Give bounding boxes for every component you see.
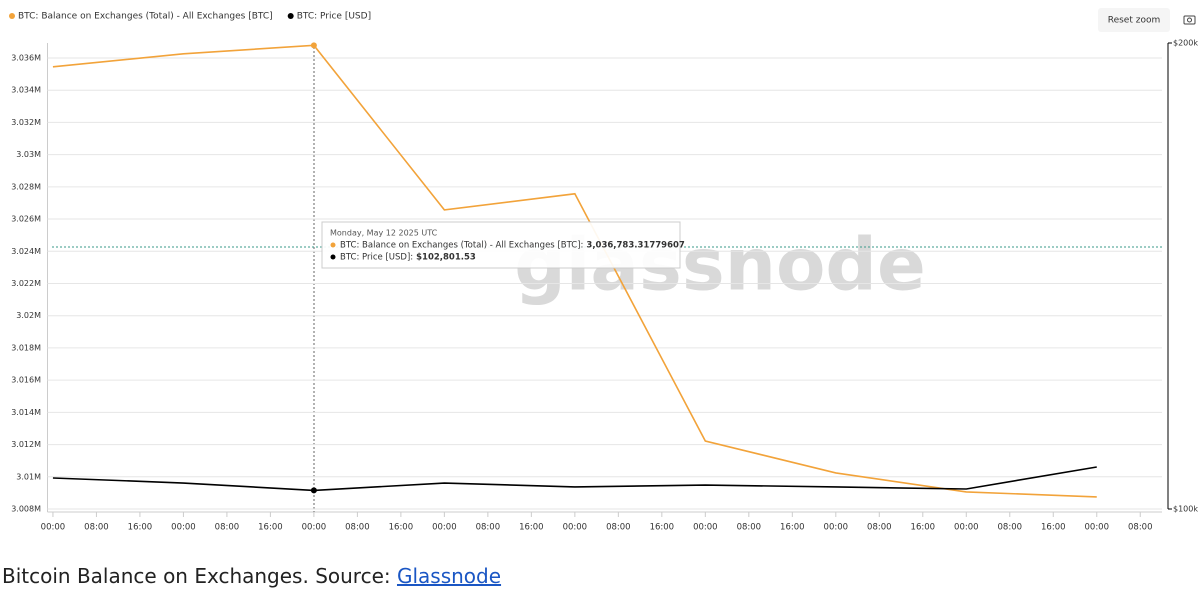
x-tick-label: 08:00 xyxy=(345,523,370,533)
series-line xyxy=(52,466,1097,492)
tooltip-label: BTC: Price [USD]: xyxy=(340,253,413,263)
y-tick-label: 3.036M xyxy=(11,53,41,62)
tooltip: Monday, May 12 2025 UTC BTC: Balance on … xyxy=(321,221,685,269)
tooltip-swatch xyxy=(330,254,336,260)
y2-tick-label: $100k xyxy=(1173,505,1198,514)
x-tick-label: 08:00 xyxy=(867,523,892,533)
reset-zoom-label[interactable]: Reset zoom xyxy=(1108,16,1161,26)
y-tick-label: 3.034M xyxy=(11,86,41,95)
x-tick-label: 08:00 xyxy=(1128,523,1153,533)
x-tick-label: 16:00 xyxy=(650,523,675,533)
y-tick-label: 3.018M xyxy=(11,343,41,352)
y-tick-label: 3.008M xyxy=(11,505,41,514)
x-tick-label: 08:00 xyxy=(606,523,631,533)
x-tick-label: 08:00 xyxy=(215,523,240,533)
y-tick-label: 3.016M xyxy=(11,376,41,385)
x-tick-label: 00:00 xyxy=(824,523,849,533)
y-tick-label: 3.032M xyxy=(11,118,41,127)
caption: Bitcoin Balance on Exchanges. Source: Gl… xyxy=(2,564,501,588)
reset-zoom-button[interactable] xyxy=(1098,8,1170,32)
y-tick-label: 3.02M xyxy=(16,311,41,320)
x-tick-label: 00:00 xyxy=(693,523,718,533)
x-tick-label: 08:00 xyxy=(998,523,1023,533)
x-tick-label: 16:00 xyxy=(519,523,544,533)
x-tick-label: 16:00 xyxy=(1041,523,1066,533)
y-tick-label: 3.03M xyxy=(16,150,41,159)
x-tick-label: 00:00 xyxy=(171,523,196,533)
x-tick-label: 00:00 xyxy=(563,523,588,533)
legend-label: BTC: Price [USD] xyxy=(297,12,371,22)
hover-point xyxy=(310,487,317,494)
hover-point xyxy=(310,42,317,49)
x-tick-label: 00:00 xyxy=(954,523,979,533)
camera-icon[interactable] xyxy=(1183,15,1196,25)
tooltip-box xyxy=(321,221,681,269)
x-tick-label: 00:00 xyxy=(1085,523,1110,533)
caption-text: Bitcoin Balance on Exchanges. Source: xyxy=(2,564,391,588)
y2-tick-label: $200k xyxy=(1173,39,1198,48)
legend-label: BTC: Balance on Exchanges (Total) - All … xyxy=(18,12,273,22)
y-tick-label: 3.012M xyxy=(11,440,41,449)
x-tick-label: 08:00 xyxy=(476,523,501,533)
x-tick-label: 16:00 xyxy=(389,523,414,533)
x-tick-label: 16:00 xyxy=(911,523,936,533)
x-tick-label: 16:00 xyxy=(128,523,153,533)
tooltip-title: Monday, May 12 2025 UTC xyxy=(330,229,438,238)
y-tick-label: 3.014M xyxy=(11,408,41,417)
x-tick-label: 08:00 xyxy=(84,523,109,533)
y-tick-label: 3.024M xyxy=(11,247,41,256)
source-link[interactable]: Glassnode xyxy=(396,564,502,588)
x-tick-label: 16:00 xyxy=(258,523,283,533)
tooltip-swatch xyxy=(330,242,336,248)
x-tick-label: 00:00 xyxy=(41,523,66,533)
legend-swatch xyxy=(287,13,294,19)
x-tick-label: 00:00 xyxy=(432,523,457,533)
y-tick-label: 3.028M xyxy=(11,182,41,191)
y-tick-label: 3.026M xyxy=(11,215,41,224)
legend-swatch xyxy=(9,13,15,19)
x-tick-label: 16:00 xyxy=(780,523,805,533)
chart: glassnode Reset zoom 3.008M3.01M3.012M3.… xyxy=(9,8,1199,533)
tooltip-label: BTC: Balance on Exchanges (Total) - All … xyxy=(340,241,583,251)
x-tick-label: 00:00 xyxy=(302,523,327,533)
tooltip-value: 3,036,783.31779607 xyxy=(586,241,684,251)
y-tick-label: 3.022M xyxy=(11,279,41,288)
y-tick-label: 3.01M xyxy=(16,472,41,481)
x-tick-label: 08:00 xyxy=(737,523,762,533)
tooltip-value: $102,801.53 xyxy=(416,253,476,263)
series-line xyxy=(52,44,1097,498)
